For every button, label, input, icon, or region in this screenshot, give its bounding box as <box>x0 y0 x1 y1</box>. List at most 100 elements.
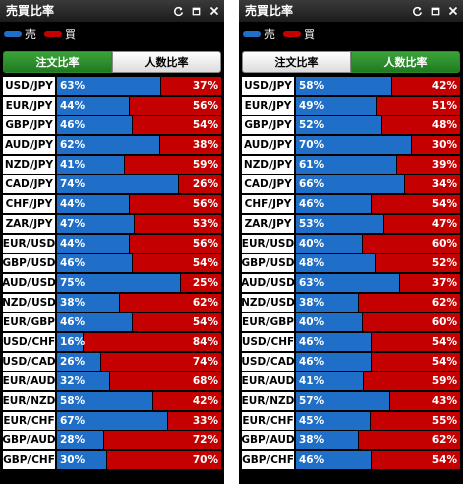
sell-percent: 67% <box>60 414 86 427</box>
ratio-row[interactable]: CHF/JPY 44% 56% <box>3 195 221 214</box>
window-controls <box>411 0 459 22</box>
close-icon[interactable] <box>447 5 459 17</box>
sell-percent: 41% <box>60 158 86 171</box>
ratio-row[interactable]: NZD/JPY 61% 39% <box>242 155 460 174</box>
ratio-row[interactable]: GBP/CHF 30% 70% <box>3 451 221 470</box>
buy-bar <box>133 116 221 135</box>
refresh-icon[interactable] <box>411 5 423 17</box>
sell-bar <box>57 214 135 233</box>
ratio-row[interactable]: CAD/JPY 74% 26% <box>3 175 221 194</box>
ratio-bar: 75% 25% <box>57 273 221 292</box>
currency-pair-label: EUR/GBP <box>3 313 55 332</box>
buy-percent: 68% <box>192 375 218 388</box>
sell-percent: 57% <box>299 395 325 407</box>
ratio-row[interactable]: EUR/USD 40% 60% <box>242 234 460 253</box>
ratio-bar: 28% 72% <box>57 431 221 450</box>
ratio-bar: 57% 43% <box>296 392 460 410</box>
ratio-row[interactable]: GBP/USD 48% 52% <box>242 254 460 273</box>
ratio-row[interactable]: ZAR/JPY 47% 53% <box>3 214 221 233</box>
ratio-row[interactable]: USD/JPY 63% 37% <box>3 77 221 95</box>
ratio-bar: 63% 37% <box>296 273 460 292</box>
tab-people-ratio[interactable]: 人数比率 <box>351 51 460 73</box>
sell-bar <box>296 332 372 351</box>
ratio-bar: 46% 54% <box>57 116 221 135</box>
sell-bar <box>296 293 359 312</box>
ratio-row[interactable]: EUR/JPY 49% 51% <box>242 96 460 115</box>
ratio-bar: 62% 38% <box>57 136 221 155</box>
ratio-bar: 46% 54% <box>57 313 221 332</box>
sell-percent: 46% <box>60 119 86 132</box>
sell-percent: 46% <box>299 355 325 368</box>
ratio-bar: 41% 59% <box>296 372 460 391</box>
ratio-row[interactable]: USD/JPY 58% 42% <box>242 77 460 95</box>
ratio-row[interactable]: GBP/USD 46% 54% <box>3 254 221 273</box>
ratio-row[interactable]: USD/CHF 16% 84% <box>3 332 221 351</box>
sell-percent: 48% <box>299 257 325 270</box>
ratio-row[interactable]: AUD/JPY 62% 38% <box>3 136 221 155</box>
sell-bar <box>296 313 362 332</box>
minimize-icon[interactable] <box>190 5 202 17</box>
ratio-row[interactable]: USD/CHF 46% 54% <box>242 332 460 351</box>
ratio-row[interactable]: EUR/AUD 32% 68% <box>3 372 221 391</box>
ratio-row[interactable]: EUR/CHF 45% 55% <box>242 411 460 430</box>
ratio-row[interactable]: AUD/USD 75% 25% <box>2 273 221 292</box>
ratio-row[interactable]: USD/CAD 26% 74% <box>2 352 221 371</box>
ratio-row[interactable]: AUD/JPY 70% 30% <box>242 136 460 155</box>
ratio-row[interactable]: EUR/GBP 40% 60% <box>242 313 460 332</box>
ratio-row[interactable]: EUR/AUD 41% 59% <box>242 372 460 391</box>
ratio-row[interactable]: EUR/NZD 58% 42% <box>3 392 221 410</box>
buy-bar <box>120 293 221 312</box>
currency-pair-label: GBP/JPY <box>3 116 55 135</box>
currency-pair-label: AUD/JPY <box>242 136 294 155</box>
sell-bar <box>57 411 167 430</box>
ratio-row[interactable]: CAD/JPY 66% 34% <box>242 175 460 194</box>
ratio-row[interactable]: NZD/USD 38% 62% <box>241 293 460 312</box>
sell-percent: 26% <box>60 355 86 368</box>
tab-order-ratio[interactable]: 注文比率 <box>242 51 351 73</box>
ratio-row[interactable]: NZD/USD 38% 62% <box>2 293 221 312</box>
sell-percent: 46% <box>60 257 86 270</box>
ratio-row[interactable]: EUR/NZD 57% 43% <box>242 392 460 410</box>
ratio-row[interactable]: GBP/JPY 52% 48% <box>242 116 460 135</box>
buy-bar <box>392 77 460 95</box>
refresh-icon[interactable] <box>172 5 184 17</box>
ratio-row[interactable]: AUD/USD 63% 37% <box>241 273 460 292</box>
ratio-row[interactable]: EUR/GBP 46% 54% <box>3 313 221 332</box>
ratio-row[interactable]: CHF/JPY 46% 54% <box>242 195 460 214</box>
currency-pair-label: GBP/JPY <box>242 116 294 135</box>
tab-order-ratio[interactable]: 注文比率 <box>3 51 112 73</box>
buy-percent: 53% <box>192 217 218 230</box>
buy-percent: 70% <box>192 454 218 467</box>
legend-buy-label: 買 <box>65 28 76 41</box>
tab-people-ratio[interactable]: 人数比率 <box>112 51 221 73</box>
ratio-row[interactable]: GBP/AUD 28% 72% <box>2 431 221 450</box>
currency-pair-label: EUR/CHF <box>242 411 294 430</box>
currency-pair-label: ZAR/JPY <box>3 214 55 233</box>
ratio-bar: 40% 60% <box>296 234 460 253</box>
ratio-bar: 32% 68% <box>57 372 221 391</box>
ratio-row[interactable]: USD/CAD 46% 54% <box>241 352 460 371</box>
buy-bar <box>181 273 221 292</box>
currency-pair-label: EUR/USD <box>242 234 294 253</box>
buy-percent: 25% <box>192 276 218 289</box>
ratio-row[interactable]: EUR/CHF 67% 33% <box>3 411 221 430</box>
close-icon[interactable] <box>208 5 220 17</box>
minimize-icon[interactable] <box>429 5 441 17</box>
ratio-row[interactable]: GBP/JPY 46% 54% <box>3 116 221 135</box>
ratio-bar: 26% 74% <box>57 352 221 371</box>
ratio-row[interactable]: NZD/JPY 41% 59% <box>3 155 221 174</box>
ratio-row[interactable]: GBP/CHF 46% 54% <box>242 451 460 470</box>
currency-pair-label: EUR/NZD <box>242 392 294 410</box>
ratio-row[interactable]: EUR/JPY 44% 56% <box>3 96 221 115</box>
currency-pair-label: USD/CAD <box>241 352 295 371</box>
sell-bar <box>296 116 382 135</box>
sell-bar <box>57 77 161 95</box>
buy-percent: 37% <box>192 80 218 92</box>
ratio-row[interactable]: EUR/USD 44% 56% <box>3 234 221 253</box>
buy-bar <box>84 332 221 351</box>
sell-bar <box>296 431 359 450</box>
sell-bar <box>296 372 364 391</box>
ratio-row[interactable]: ZAR/JPY 53% 47% <box>242 214 460 233</box>
ratio-row[interactable]: GBP/AUD 38% 62% <box>241 431 460 450</box>
buy-percent: 54% <box>192 119 218 132</box>
